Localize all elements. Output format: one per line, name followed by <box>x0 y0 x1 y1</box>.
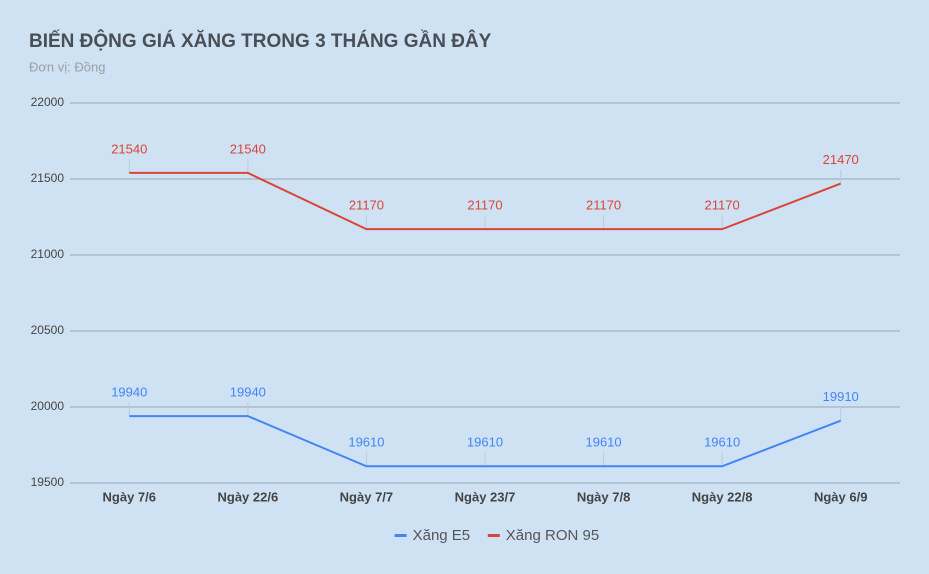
data-label: 21170 <box>467 198 502 213</box>
x-tick-label: Ngày 22/6 <box>218 489 279 504</box>
data-label: 21170 <box>705 198 740 213</box>
series-line <box>129 415 842 468</box>
legend-label: Xăng E5 <box>413 527 471 544</box>
data-label: 19940 <box>230 385 266 400</box>
x-tick-label: Ngày 6/9 <box>814 489 867 504</box>
series-line <box>129 171 842 231</box>
data-label: 21540 <box>230 141 266 156</box>
y-tick-label: 20000 <box>31 399 65 413</box>
y-tick-label: 19500 <box>31 475 65 489</box>
data-label: 21170 <box>586 198 621 213</box>
y-tick-label: 22000 <box>31 95 65 109</box>
legend-label: Xăng RON 95 <box>506 527 599 544</box>
data-label: 19610 <box>704 435 740 450</box>
data-label: 19940 <box>111 385 147 400</box>
x-tick-label: Ngày 7/7 <box>340 489 393 504</box>
legend-swatch <box>394 534 407 537</box>
x-tick-label: Ngày 23/7 <box>455 489 516 504</box>
data-label: 21470 <box>823 152 859 167</box>
chart-title: BIẾN ĐỘNG GIÁ XĂNG TRONG 3 THÁNG GẦN ĐÂY <box>29 30 492 52</box>
data-label: 21540 <box>111 141 147 156</box>
x-tick-label: Ngày 7/8 <box>577 489 630 504</box>
chart-subtitle: Đơn vị: Đồng <box>29 59 105 74</box>
data-label: 19910 <box>823 389 859 404</box>
data-label: 21170 <box>349 198 384 213</box>
x-tick-label: Ngày 7/6 <box>103 489 156 504</box>
y-tick-label: 21500 <box>31 171 65 185</box>
y-tick-label: 21000 <box>31 247 65 261</box>
x-tick-label: Ngày 22/8 <box>692 489 753 504</box>
data-label: 19610 <box>467 435 503 450</box>
legend-swatch <box>487 534 500 537</box>
data-label: 19610 <box>585 435 621 450</box>
y-tick-label: 20500 <box>31 323 65 337</box>
data-label: 19610 <box>348 435 384 450</box>
